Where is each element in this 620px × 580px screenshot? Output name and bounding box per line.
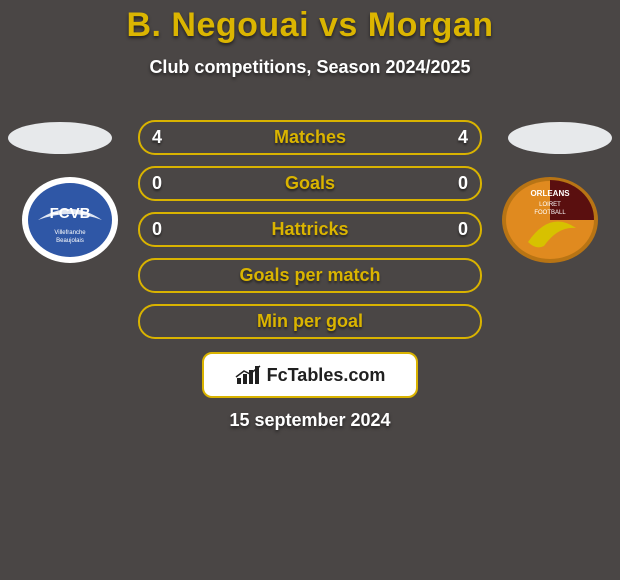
- stat-row: 0Goals0: [138, 166, 482, 201]
- stat-label: Hattricks: [140, 219, 480, 240]
- stat-value-right: 0: [448, 219, 468, 240]
- player-marker-left: [8, 122, 112, 154]
- club-badge-right: ORLEANS LOIRET FOOTBALL: [500, 176, 600, 264]
- stat-label: Goals per match: [140, 265, 480, 286]
- svg-text:FCVB: FCVB: [50, 205, 91, 222]
- stats-list: 4Matches40Goals00Hattricks0Goals per mat…: [138, 120, 482, 350]
- date-label: 15 september 2024: [0, 410, 620, 431]
- brand-text: FcTables.com: [267, 365, 386, 386]
- stat-row: Min per goal: [138, 304, 482, 339]
- page-title: B. Negouai vs Morgan: [0, 6, 620, 45]
- stat-row: Goals per match: [138, 258, 482, 293]
- stat-label: Goals: [140, 173, 480, 194]
- stat-value-right: 0: [448, 173, 468, 194]
- brand-badge: FcTables.com: [202, 352, 418, 398]
- stat-value-left: 0: [152, 219, 172, 240]
- svg-text:LOIRET: LOIRET: [539, 202, 561, 208]
- stat-row: 0Hattricks0: [138, 212, 482, 247]
- svg-text:FOOTBALL: FOOTBALL: [534, 210, 566, 216]
- comparison-card: B. Negouai vs Morgan Club competitions, …: [0, 0, 620, 580]
- stat-label: Min per goal: [140, 311, 480, 332]
- svg-text:ORLEANS: ORLEANS: [530, 189, 570, 198]
- club-badge-left: FCVB Villefranche Beaujolais: [20, 176, 120, 264]
- stat-row: 4Matches4: [138, 120, 482, 155]
- player-marker-right: [508, 122, 612, 154]
- page-subtitle: Club competitions, Season 2024/2025: [0, 57, 620, 78]
- svg-text:Beaujolais: Beaujolais: [56, 238, 84, 244]
- stat-value-right: 4: [448, 127, 468, 148]
- stat-value-left: 4: [152, 127, 172, 148]
- svg-text:Villefranche: Villefranche: [54, 230, 86, 236]
- stat-value-left: 0: [152, 173, 172, 194]
- bar-chart-icon: [235, 364, 261, 386]
- stat-label: Matches: [140, 127, 480, 148]
